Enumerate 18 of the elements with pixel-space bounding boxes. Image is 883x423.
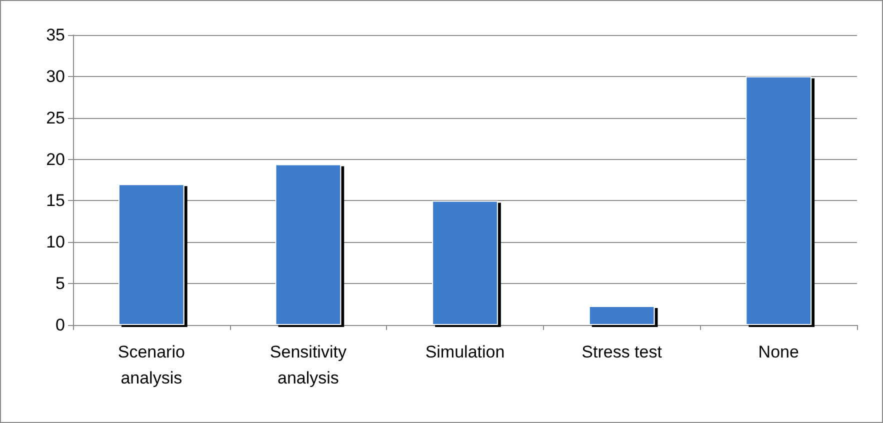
y-tick-label: 35 xyxy=(46,26,65,44)
x-tick-label: Simulation xyxy=(425,342,505,362)
y-tick-label: 0 xyxy=(56,316,65,334)
bar xyxy=(275,164,342,325)
bar xyxy=(118,184,184,325)
y-tick-label: 25 xyxy=(46,108,65,128)
y-tick-label: 10 xyxy=(46,232,65,252)
y-tick-label: 5 xyxy=(56,274,65,294)
y-tick-label: 30 xyxy=(46,66,65,86)
bar xyxy=(588,306,655,325)
y-tick-label: 15 xyxy=(46,191,65,210)
bar xyxy=(746,76,812,325)
y-tick-label: 20 xyxy=(46,150,65,169)
x-tick-label: Scenario analysis xyxy=(118,342,185,388)
x-tick-label: Sensitivity analysis xyxy=(270,342,347,388)
bar xyxy=(432,200,498,325)
x-tick-label: Stress test xyxy=(582,342,662,362)
x-tick-label: None xyxy=(758,342,799,362)
